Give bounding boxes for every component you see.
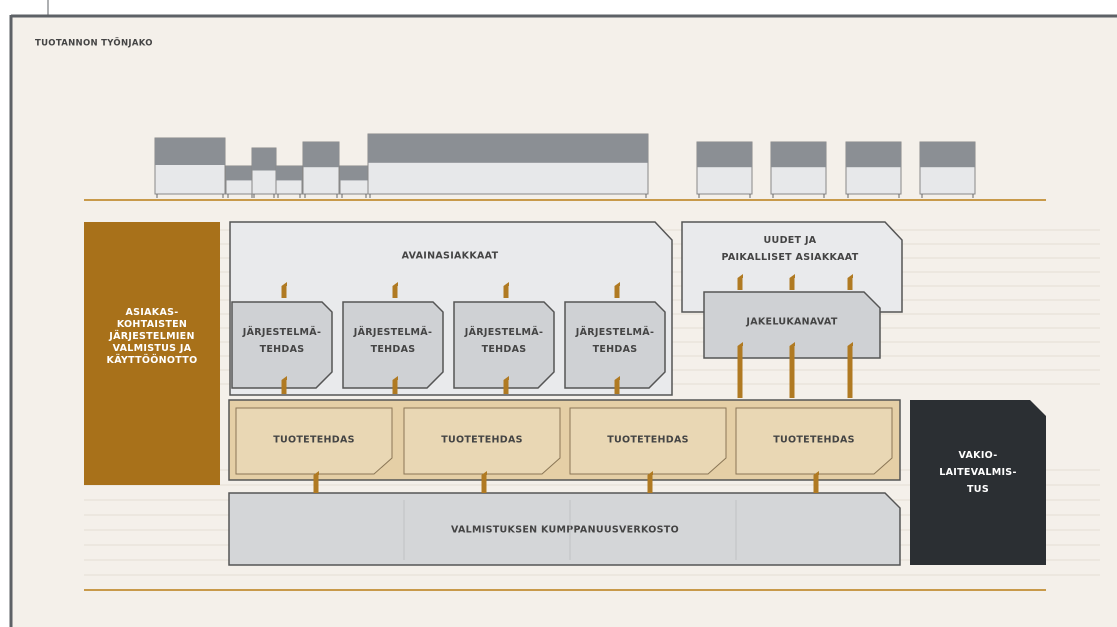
arrow <box>281 380 287 394</box>
key-customers-label: AVAINASIAKKAAT <box>402 251 499 262</box>
arrow <box>614 286 620 298</box>
arrow <box>503 286 509 298</box>
system-factory-label: JÄRJESTELMÄ- TEHDAS <box>464 327 543 355</box>
text-line: JÄRJESTELMÄ- <box>575 327 654 338</box>
text-line: TEHDAS <box>593 344 638 355</box>
machine-top <box>697 142 752 168</box>
arrow <box>789 346 795 398</box>
machine-top <box>276 166 302 181</box>
product-factory-box <box>735 407 893 475</box>
product-factory-box <box>403 407 561 475</box>
system-factory-label: JÄRJESTELMÄ- TEHDAS <box>575 327 654 355</box>
text-line: ASIAKAS- <box>126 307 179 318</box>
machine-top <box>155 138 225 165</box>
machine-top <box>846 142 901 168</box>
machine-top <box>368 134 648 163</box>
new-customers-label: UUDET JA PAIKALLISET ASIAKKAAT <box>721 235 858 263</box>
distribution-box <box>703 291 881 359</box>
arrow-head <box>392 282 398 286</box>
product-factory-label: TUOTETEHDAS <box>273 435 355 446</box>
arrow <box>737 278 743 290</box>
machine-top <box>252 148 276 171</box>
product-factory-label: TUOTETEHDAS <box>773 435 855 446</box>
arrow-head <box>614 376 620 380</box>
arrow-head <box>847 274 853 278</box>
arrow-head <box>281 282 287 286</box>
text-line: JÄRJESTELMÄ- <box>353 327 432 338</box>
standard-equipment-label: VAKIO- LAITEVALMIS- TUS <box>939 450 1016 495</box>
arrow <box>481 475 487 493</box>
arrow <box>281 286 287 298</box>
product-factory-box <box>569 407 727 475</box>
title: TUOTANNON TYÖNJAKO <box>35 38 153 49</box>
machines <box>154 133 976 198</box>
text-line: VAKIO- <box>959 450 998 461</box>
arrow <box>614 380 620 394</box>
arrow <box>737 346 743 398</box>
arrow-head <box>789 274 795 278</box>
arrow <box>647 475 653 493</box>
arrow <box>847 346 853 398</box>
arrow-head <box>481 471 487 475</box>
machine-top <box>771 142 826 168</box>
text-line: JÄRJESTELMÄ- <box>242 327 321 338</box>
arrow <box>503 380 509 394</box>
system-factory-label: JÄRJESTELMÄ- TEHDAS <box>353 327 432 355</box>
system-factory-box <box>342 301 444 389</box>
text-line: JÄRJESTELMIEN <box>108 331 194 342</box>
key-customers-box <box>229 221 673 396</box>
arrow <box>847 278 853 290</box>
machine-top <box>303 142 339 168</box>
arrow-head <box>392 376 398 380</box>
text-line: VALMISTUS JA <box>113 343 192 354</box>
partner-band <box>228 492 901 566</box>
partner-network-label: VALMISTUKSEN KUMPPANUUSVERKOSTO <box>451 525 679 536</box>
machine-top <box>340 166 368 181</box>
arrow-head <box>281 376 287 380</box>
system-factory-box <box>231 301 333 389</box>
product-factory-label: TUOTETEHDAS <box>441 435 523 446</box>
arrow-head <box>313 471 319 475</box>
arrow-head <box>813 471 819 475</box>
sidebar-label: ASIAKAS-KOHTAISTEN JÄRJESTELMIEN VALMISTUS… <box>107 307 198 366</box>
text-line: TEHDAS <box>260 344 305 355</box>
arrow-head <box>614 282 620 286</box>
product-factory-box <box>235 407 393 475</box>
text-line: KÄYTTÖÖNOTTO <box>107 355 198 366</box>
machine-top <box>226 166 254 181</box>
system-factory-box <box>564 301 666 389</box>
text-line: TUS <box>967 484 989 495</box>
text-line: TEHDAS <box>482 344 527 355</box>
arrow <box>392 286 398 298</box>
arrow-head <box>737 342 743 346</box>
arrow-head <box>503 282 509 286</box>
arrow-head <box>737 274 743 278</box>
new-customers-box <box>681 221 903 313</box>
text-line: LAITEVALMIS- <box>939 467 1016 478</box>
arrow <box>313 475 319 493</box>
text-line: KOHTAISTEN <box>117 319 187 330</box>
arrow-head <box>503 376 509 380</box>
system-factory-box <box>453 301 555 389</box>
text-line: TEHDAS <box>371 344 416 355</box>
arrow-head <box>847 342 853 346</box>
system-factory-label: JÄRJESTELMÄ- TEHDAS <box>242 327 321 355</box>
text-line: UUDET JA <box>764 235 817 246</box>
arrow <box>392 380 398 394</box>
machine-top <box>920 142 975 168</box>
product-factory-label: TUOTETEHDAS <box>607 435 689 446</box>
text-line: PAIKALLISET ASIAKKAAT <box>721 252 858 263</box>
standard-equipment-box <box>910 400 1046 565</box>
arrow <box>813 475 819 493</box>
text-line: JÄRJESTELMÄ- <box>464 327 543 338</box>
arrow-head <box>789 342 795 346</box>
sidebar-box <box>84 222 220 485</box>
arrow <box>789 278 795 290</box>
arrow-head <box>647 471 653 475</box>
distribution-label: JAKELUKANAVAT <box>745 317 837 328</box>
